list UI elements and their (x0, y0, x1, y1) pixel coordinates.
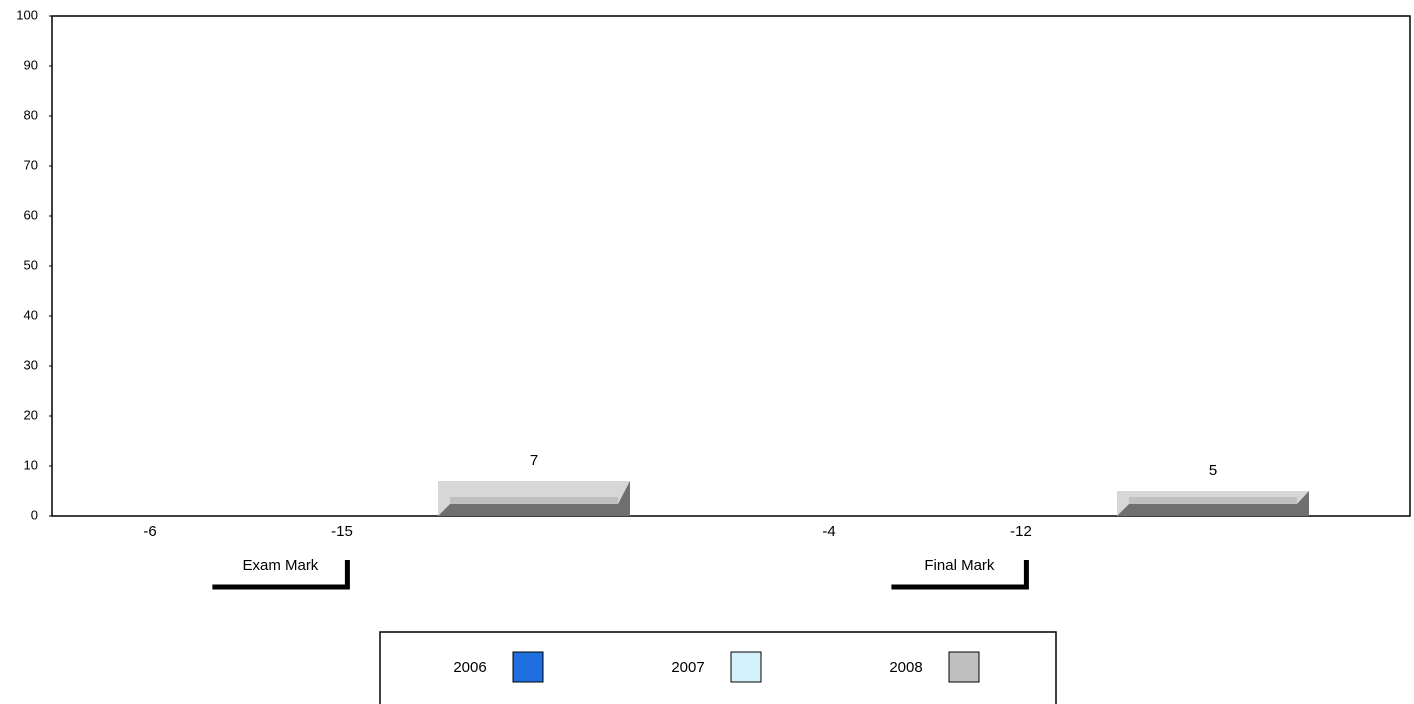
legend-swatch (730, 651, 762, 683)
y-tick-label: 50 (24, 257, 38, 272)
value-label: -6 (143, 523, 156, 540)
legend-label: 2007 (671, 659, 704, 676)
value-label: 5 (1209, 462, 1217, 479)
value-label: -4 (822, 523, 835, 540)
y-tick-label: 80 (24, 107, 38, 122)
x-tick-label: Exam Mark (242, 557, 318, 574)
legend-label: 2008 (889, 659, 922, 676)
y-tick-label: 10 (24, 457, 38, 472)
y-tick-label: 40 (24, 307, 38, 322)
legend-swatch (512, 651, 544, 683)
value-label: -12 (1010, 523, 1032, 540)
y-tick-label: 0 (31, 507, 38, 522)
y-tick-label: 70 (24, 157, 38, 172)
legend-label: 2006 (453, 659, 486, 676)
y-tick-label: 100 (16, 7, 38, 22)
y-tick-label: 20 (24, 407, 38, 422)
y-tick-label: 60 (24, 207, 38, 222)
y-tick-label: 90 (24, 57, 38, 72)
category-bracket (891, 560, 1029, 590)
bar-bevel (1117, 491, 1309, 516)
value-label: 7 (530, 452, 538, 469)
bar-bevel-band (450, 497, 618, 504)
plot-frame (51, 15, 1411, 517)
bar-bevel-band (1129, 497, 1297, 504)
value-label: -15 (331, 523, 353, 540)
legend-box (379, 631, 1057, 704)
legend-swatch (948, 651, 980, 683)
bar-bevel (438, 481, 630, 516)
y-tick-label: 30 (24, 357, 38, 372)
category-bracket (212, 560, 350, 590)
x-tick-label: Final Mark (924, 557, 995, 574)
